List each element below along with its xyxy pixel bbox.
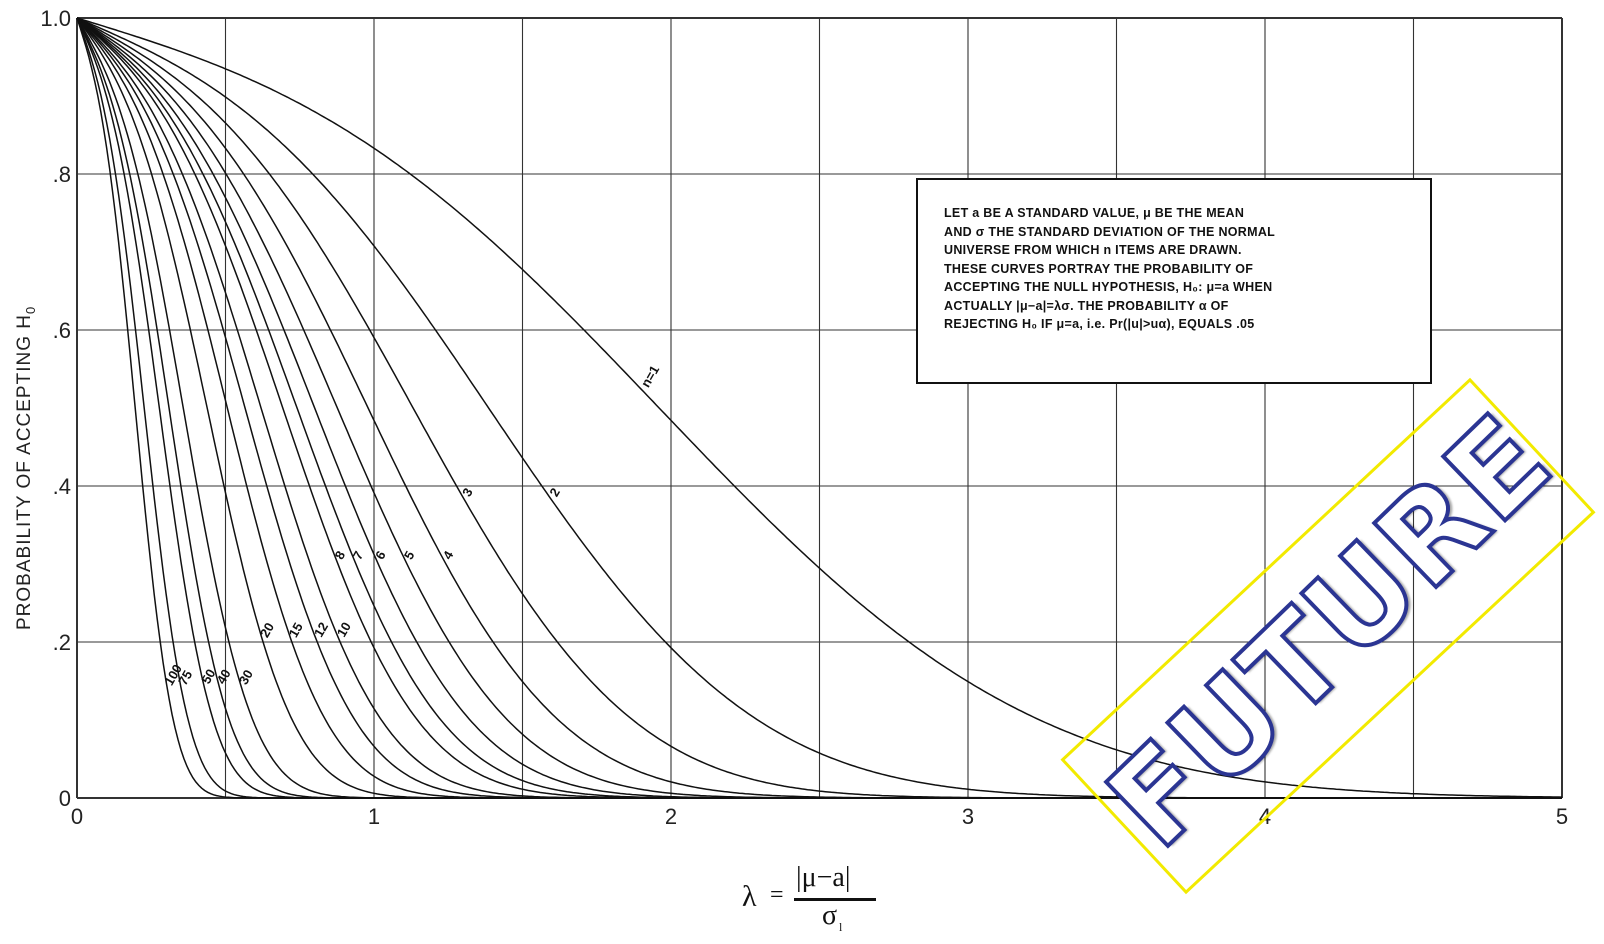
y-tick-label: .8 [53, 162, 71, 187]
annotation-line: THESE CURVES PORTRAY THE PROBABILITY OF [944, 261, 1254, 276]
curve-label-n75: 75 [175, 668, 195, 688]
y-tick-label: 1.0 [40, 6, 71, 31]
y-tick-label: .6 [53, 318, 71, 343]
x-axis-equals: = [770, 882, 784, 908]
curve-label-n40: 40 [213, 667, 233, 687]
y-tick-label: .2 [53, 630, 71, 655]
tick-labels: 0 1 2 3 4 50.2.4.6.81.0 [40, 6, 1568, 829]
curve-label-n6: 6 [372, 548, 389, 562]
curve-label-n4: 4 [440, 548, 457, 562]
annotation-line: LET a BE A STANDARD VALUE, μ BE THE MEAN [944, 206, 1245, 220]
curve-label-n20: 20 [257, 620, 277, 640]
annotation-line: AND σ THE STANDARD DEVIATION OF THE NORM… [944, 224, 1276, 239]
curve-label-n1: n=1 [638, 363, 662, 390]
x-axis-denominator-sub: l [839, 920, 843, 934]
oc-curve-n1 [76, 17, 1563, 798]
curve-label-n10: 10 [334, 620, 354, 640]
annotation-line: ACTUALLY |μ−a|=λσ. THE PROBABILITY α OF [944, 298, 1229, 313]
y-axis-label-text: PROBABILITY OF ACCEPTING H [14, 314, 35, 630]
x-axis-lambda: λ [742, 880, 757, 913]
y-axis-label: PROBABILITY OF ACCEPTING H0 [14, 306, 38, 630]
x-tick-label: 5 [1556, 804, 1568, 829]
annotation-line: UNIVERSE FROM WHICH n ITEMS ARE DRAWN. [944, 243, 1242, 257]
x-tick-label: 0 [71, 804, 83, 829]
curve-label-n30: 30 [236, 667, 256, 687]
y-tick-label: .4 [53, 474, 71, 499]
curve-label-n50: 50 [198, 666, 218, 686]
x-tick-label: 2 [665, 804, 677, 829]
curve-label-n12: 12 [311, 620, 331, 640]
y-axis-label-sub: 0 [23, 306, 38, 314]
curve-label-n8: 8 [332, 548, 349, 562]
annotation-line: REJECTING H₀ IF μ=a, i.e. Pr(|u|>uα), EQ… [944, 317, 1255, 331]
curves [76, 17, 1563, 799]
x-tick-label: 1 [368, 804, 380, 829]
x-tick-label: 4 [1259, 804, 1271, 829]
curve-label-n15: 15 [286, 620, 306, 640]
x-tick-label: 3 [962, 804, 974, 829]
curve-label-n5: 5 [401, 548, 418, 562]
curve-label-n7: 7 [350, 548, 367, 562]
x-axis-fraction-bar [794, 898, 876, 901]
annotation-line: ACCEPTING THE NULL HYPOTHESIS, H₀: μ=a W… [944, 280, 1273, 294]
x-axis-denominator: σ [822, 900, 838, 931]
oc-curve-n100 [76, 17, 1562, 799]
annotation-box: LET a BE A STANDARD VALUE, μ BE THE MEAN… [916, 178, 1432, 384]
curve-label-n3: 3 [459, 485, 476, 499]
x-axis-numerator: |μ−a| [796, 862, 851, 893]
y-tick-label: 0 [59, 786, 71, 811]
